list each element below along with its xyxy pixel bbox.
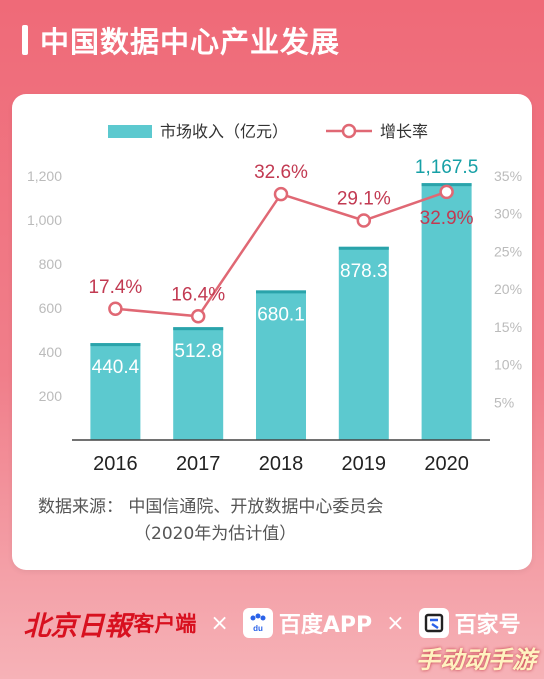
growth-label-2018: 32.6% [254,162,308,183]
y-right-tick-label: 15% [494,319,522,335]
y-left-tick-label: 1,000 [27,212,62,228]
legend-line-marker [341,123,357,139]
growth-point-2019 [356,213,372,228]
source-line-1: 数据来源： 中国信通院、开放数据中心委员会 [38,497,384,517]
growth-label-2017: 16.4% [171,284,225,305]
watermark: 手动动手游 [416,646,536,674]
y-right-tick-label: 20% [494,281,522,297]
footer: 北京日報 客户端 × du 百度APP × 百家号 [0,588,544,658]
x-tick-label-2017: 2017 [176,453,221,475]
title-bar: 中国数据中心产业发展 [22,20,340,60]
bar-cap-2016 [90,343,141,347]
brand-baidu: du 百度APP [242,607,373,639]
bar-label-2018: 680.1 [257,304,305,325]
brand-baijiahao: 百家号 [418,607,521,639]
brand-bjrb-sub: 客户端 [133,612,197,636]
bar-2017 [173,327,224,440]
y-right-tick-label: 5% [494,394,514,410]
chart: 市场收入（亿元） 增长率 200 400 600 800 1,000 1,200 5% 10% 15… [27,123,522,475]
y-left-tick-label: 600 [39,300,63,316]
bar-label-2016: 440.4 [92,357,140,378]
legend-bar-label: 市场收入（亿元） [160,123,288,141]
baijiahao-icon [418,608,449,638]
x-tick-label-2020: 2020 [424,453,469,475]
chart-card: 市场收入（亿元） 增长率 200 400 600 800 1,000 1,200 5% 10% 15… [12,94,532,570]
bar-2018 [256,290,306,440]
y-left-tick-label: 800 [39,256,63,272]
bar-2020 [421,183,472,440]
bar-label-2019: 878.3 [340,261,388,282]
bar-label-2020: 1,167.5 [415,157,478,178]
bar-cap-2018 [256,290,306,294]
legend-bar-swatch [108,125,152,138]
baidu-icon-text: du [253,624,263,633]
separator-x-2: × [386,610,405,636]
growth-label-2020: 32.9% [420,208,474,229]
baidu-paw-icon: du [242,608,273,638]
legend-line-label: 增长率 [380,123,428,141]
y-left-tick-label: 400 [39,344,63,360]
growth-point-2017 [190,309,206,324]
title-accent [22,25,28,55]
y-left-tick-label: 200 [39,388,63,404]
growth-label-2019: 29.1% [337,189,391,210]
bar-2016 [90,343,141,440]
source-note: 数据来源： 中国信通院、开放数据中心委员会 （2020年为估计值） [38,494,383,548]
x-tick-label-2019: 2019 [342,453,387,475]
growth-label-2016: 17.4% [88,277,142,298]
bar-label-2017: 512.8 [174,341,222,362]
y-right-tick-label: 30% [494,206,522,222]
y-right-tick-label: 25% [494,243,522,259]
brand-baijiahao-label: 百家号 [454,613,521,638]
source-line-2: （2020年为估计值） [134,524,297,544]
growth-point-2018 [273,186,289,202]
y-left-tick-label: 1,200 [27,168,62,184]
bar-2019 [338,246,389,440]
x-tick-label-2018: 2018 [259,453,304,475]
bar-cap-2019 [338,246,389,250]
page-title: 中国数据中心产业发展 [40,25,341,59]
y-right-tick-label: 10% [494,357,522,373]
growth-point-2016 [108,301,123,317]
bar-cap-2017 [173,327,224,331]
y-right-tick-label: 35% [494,168,522,184]
brand-bjrb: 北京日報 客户端 [23,604,196,643]
growth-point-2020 [439,184,454,200]
brand-baidu-label: 百度APP [278,613,373,638]
separator-x: × [210,610,229,636]
brand-bjrb-logo: 北京日報 [23,610,132,642]
x-tick-label-2016: 2016 [93,453,138,475]
